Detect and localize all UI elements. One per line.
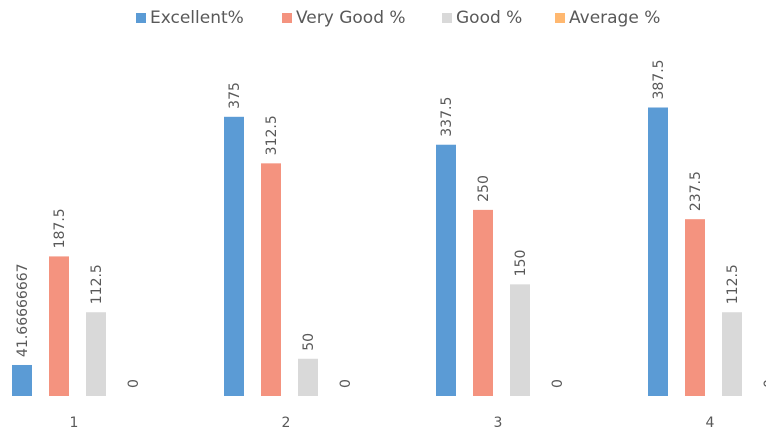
data-label-4-3: 0: [550, 379, 566, 388]
bar-3-4: [722, 312, 742, 396]
data-label-2-4: 237.5: [688, 171, 704, 211]
data-label-1-1: 41.66666667: [15, 263, 31, 357]
data-label-3-4: 112.5: [725, 264, 741, 304]
data-label-2-3: 250: [476, 175, 492, 202]
legend-swatch-average: [555, 13, 565, 23]
data-label-1-4: 387.5: [651, 59, 667, 99]
legend-item-good: Good %: [442, 7, 522, 29]
data-label-1-3: 337.5: [439, 97, 455, 137]
bar-1-2: [224, 116, 244, 396]
data-label-4-2: 0: [338, 379, 354, 388]
bar-1-4: [648, 107, 668, 396]
bar-3-1: [86, 312, 106, 396]
bar-2-2: [261, 163, 281, 396]
legend-swatch-excellent: [136, 13, 146, 23]
x-tick-label-1: 1: [70, 415, 79, 431]
data-label-4-1: 0: [126, 379, 142, 388]
legend-swatch-very-good: [282, 13, 292, 23]
bar-2-3: [473, 209, 493, 396]
legend-swatch-good: [442, 13, 452, 23]
bar-1-1: [12, 364, 32, 396]
bar-2-1: [49, 256, 69, 396]
data-label-3-2: 50: [301, 333, 317, 351]
data-label-1-2: 375: [227, 82, 243, 109]
chart-legend: Excellent% Very Good % Good % Average %: [0, 2, 766, 32]
data-label-2-1: 187.5: [52, 208, 68, 248]
x-tick-label-4: 4: [706, 415, 715, 431]
legend-label-very-good: Very Good %: [296, 8, 406, 28]
bar-1-3: [436, 144, 456, 396]
x-tick-label-2: 2: [282, 415, 291, 431]
data-label-3-1: 112.5: [89, 264, 105, 304]
legend-item-excellent: Excellent%: [136, 7, 244, 29]
data-label-4-4: 0: [762, 379, 766, 388]
legend-item-very-good: Very Good %: [282, 7, 406, 29]
data-label-2-2: 312.5: [264, 115, 280, 155]
data-label-3-3: 150: [513, 250, 529, 277]
legend-label-excellent: Excellent%: [150, 8, 244, 28]
legend-label-good: Good %: [456, 8, 523, 28]
bar-2-4: [685, 219, 705, 396]
x-tick-label-3: 3: [494, 415, 503, 431]
bar-3-2: [298, 358, 318, 396]
legend-item-average: Average %: [555, 7, 660, 29]
legend-label-average: Average %: [569, 8, 661, 28]
bar-3-3: [510, 284, 530, 396]
